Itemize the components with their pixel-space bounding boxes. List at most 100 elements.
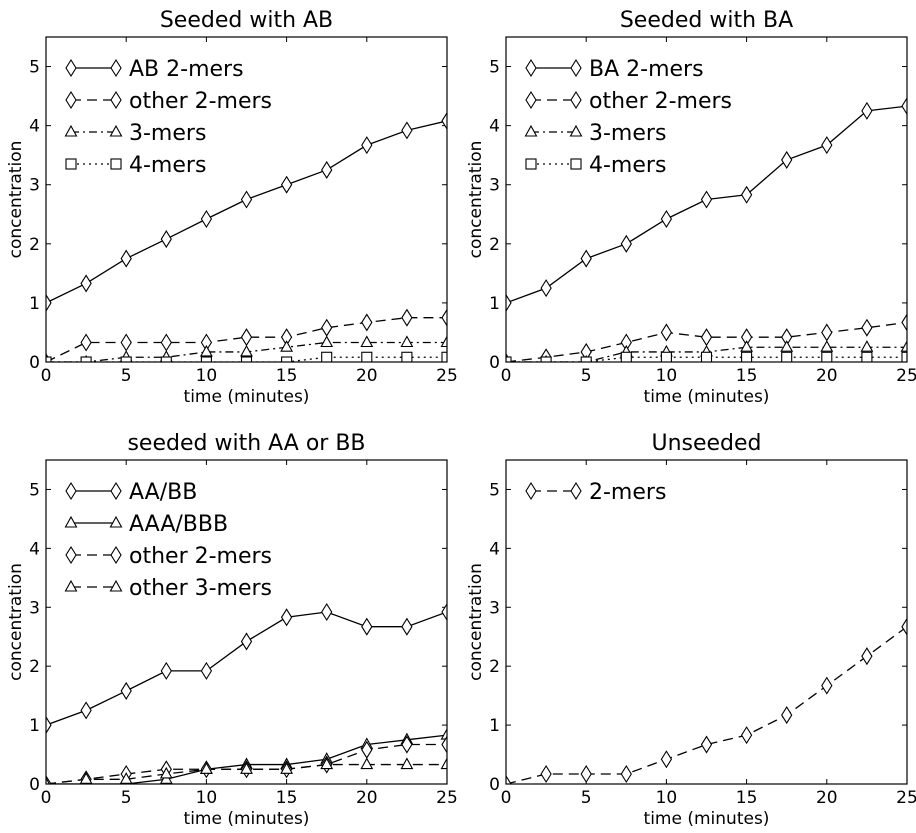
series-1-point: [901, 617, 907, 636]
legend-marker: [109, 579, 123, 592]
series-1-point: [321, 602, 333, 622]
x-tick-label: 5: [581, 788, 592, 808]
x-tick-label: 15: [276, 366, 298, 386]
legend-marker: [65, 90, 77, 110]
legend-marker: [65, 545, 77, 565]
series-1-point: [861, 101, 873, 120]
series-1-point: [200, 209, 213, 229]
series-1-point: [506, 774, 512, 784]
legend-marker: [64, 124, 78, 137]
series-1-point: [46, 293, 52, 312]
y-tick-label: 3: [29, 176, 40, 196]
series-3-point: [440, 335, 447, 348]
plot-frame: [505, 36, 908, 363]
y-tick-label: 4: [489, 539, 500, 559]
series-1-point: [540, 279, 552, 298]
series-4-point: [321, 351, 333, 362]
series-1-point: [46, 716, 52, 735]
series-3-point: [280, 340, 294, 352]
x-tick-label: 5: [121, 366, 132, 386]
chart-title: seeded with AA or BB: [127, 431, 365, 456]
legend-marker: [570, 58, 582, 78]
chart-panel-2: Seeded with BA 0 5 10 15 20 25 0 1 2 3 4 5 time (minu…: [466, 8, 916, 407]
legend-marker: [524, 124, 538, 137]
legend-label: BA 2-mers: [589, 57, 704, 82]
series-4-point: [240, 356, 253, 362]
series-4-point: [281, 356, 293, 362]
series-4-point: [199, 762, 213, 774]
chart-panel-3: seeded with AA or BB 0 5 10 15 20 25 0 1 2 3 4 5 time…: [6, 431, 458, 829]
y-axis-label: concentration: [466, 563, 486, 681]
legend-marker: [570, 90, 582, 110]
legend-marker: [569, 124, 583, 137]
series-3-point: [400, 335, 414, 348]
x-axis-label: time (minutes): [184, 809, 310, 828]
series-1-point: [160, 230, 172, 249]
legend-marker: [110, 58, 122, 78]
series-2-point: [80, 333, 92, 352]
series-2-point: [401, 308, 413, 327]
series-4-point: [540, 356, 552, 362]
series-4-point: [861, 351, 873, 362]
series-4-point: [741, 351, 753, 362]
legend-label: 3-mers: [129, 121, 206, 146]
series-4-point: [441, 351, 447, 362]
y-axis-label: concentration: [6, 141, 26, 259]
legend-label: other 2-mers: [129, 544, 272, 569]
y-tick-label: 3: [29, 598, 40, 618]
series-2-point: [120, 333, 132, 352]
series-1-point: [821, 676, 833, 695]
plot-frame: [45, 459, 448, 785]
series-1-point: [821, 136, 833, 155]
series-1-point: [401, 121, 413, 140]
y-tick-label: 5: [29, 58, 40, 78]
x-tick-label: 0: [501, 788, 512, 808]
series-1-point: [240, 190, 253, 209]
series-4-point: [79, 772, 93, 784]
y-tick-label: 0: [29, 353, 40, 373]
x-tick-label: 25: [896, 366, 916, 386]
series-1-point: [620, 234, 632, 253]
series-3-point: [900, 340, 907, 352]
series-1-point: [120, 249, 132, 268]
series-3-point: [401, 735, 413, 754]
plot-frame: [505, 459, 908, 785]
series-1-point: [120, 681, 132, 700]
x-axis-label: time (minutes): [644, 809, 770, 828]
x-tick-label: 10: [196, 366, 218, 386]
series-4-point: [781, 351, 793, 362]
series-3-point: [820, 340, 834, 352]
x-tick-label: 15: [736, 788, 758, 808]
series-line-2: [46, 317, 447, 362]
y-tick-label: 4: [489, 117, 500, 137]
y-tick-label: 2: [29, 657, 40, 677]
legend-marker: [65, 58, 77, 78]
series-1-point: [506, 293, 512, 312]
legend-marker: [525, 481, 537, 501]
series-3-point: [740, 340, 754, 352]
y-tick-label: 0: [489, 353, 500, 373]
series-4-point: [400, 757, 414, 770]
legend: BA 2-mers other 2-mers 3-mers 4-mers: [524, 57, 732, 178]
series-line-1: [46, 120, 447, 304]
plot-area: [506, 97, 907, 362]
series-1-point: [580, 764, 592, 784]
y-axis-label: concentration: [6, 563, 26, 681]
y-tick-label: 1: [489, 716, 500, 736]
series-1-point: [580, 249, 592, 268]
legend-marker: [110, 90, 122, 110]
series-1-point: [280, 175, 293, 194]
series-1-point: [740, 185, 753, 204]
y-tick-label: 5: [29, 480, 40, 500]
series-1-point: [80, 701, 92, 720]
series-2-point: [361, 313, 373, 332]
legend-label: 4-mers: [589, 153, 666, 178]
series-4-point: [160, 356, 172, 362]
series-1-point: [240, 632, 253, 651]
series-4-point: [506, 356, 512, 362]
series-4-point: [700, 351, 713, 362]
y-tick-label: 3: [489, 176, 500, 196]
x-axis-label: time (minutes): [644, 387, 770, 407]
x-tick-label: 20: [356, 366, 378, 386]
legend-marker: [64, 515, 78, 528]
